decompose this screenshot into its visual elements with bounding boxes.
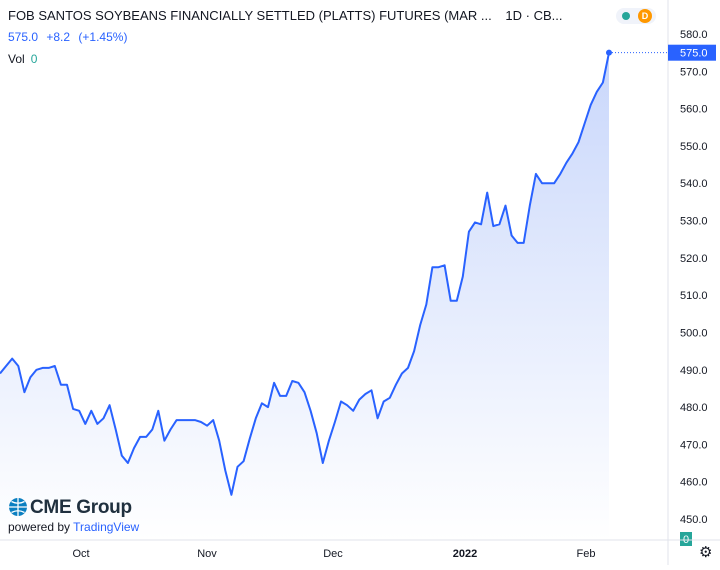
y-tick-label: 530.0	[680, 216, 708, 228]
y-tick-label: 460.0	[680, 477, 708, 489]
symbol-title[interactable]: FOB SANTOS SOYBEANS FINANCIALLY SETTLED …	[8, 8, 492, 23]
exchange-label[interactable]: CB...	[533, 8, 563, 23]
powered-by-text: powered by	[8, 520, 71, 534]
price-change-percent: (+1.45%)	[78, 30, 128, 44]
x-tick-label: Dec	[323, 548, 343, 560]
volume-legend: Vol 0	[8, 52, 37, 66]
chart-legend: FOB SANTOS SOYBEANS FINANCIALLY SETTLED …	[8, 8, 562, 23]
y-tick-label: 480.0	[680, 402, 708, 414]
logo-text: CME Group	[30, 497, 132, 518]
y-tick-label: 560.0	[680, 104, 708, 116]
y-tick-label: 580.0	[680, 29, 708, 41]
x-tick-label: Oct	[72, 548, 89, 560]
y-tick-label: 500.0	[680, 328, 708, 340]
branding-logo[interactable]: CME Group powered by TradingView	[8, 497, 139, 534]
x-tick-label: 2022	[453, 548, 477, 560]
x-tick-label: Feb	[577, 548, 596, 560]
price-change: +8.2	[46, 30, 71, 44]
timeframe-label[interactable]: 1D	[505, 8, 522, 23]
status-badges[interactable]: D	[616, 8, 656, 24]
y-tick-label: 490.0	[680, 365, 708, 377]
cme-globe-icon	[9, 498, 27, 516]
y-tick-label: 550.0	[680, 141, 708, 153]
last-value: 575.0	[8, 30, 39, 44]
quote-line: 575.0 +8.2 (+1.45%)	[8, 30, 132, 44]
price-line	[0, 52, 610, 496]
market-status-icon	[622, 12, 630, 20]
y-tick-label: 520.0	[680, 253, 708, 265]
separator-dot: ·	[525, 8, 534, 23]
y-tick-label: 470.0	[680, 439, 708, 451]
cme-logo: CME Group	[8, 497, 139, 519]
y-tick-label: 510.0	[680, 290, 708, 302]
tradingview-link[interactable]: TradingView	[73, 520, 140, 534]
y-tick-label: 450.0	[680, 514, 708, 526]
last-price-dot	[606, 49, 612, 56]
volume-axis-label-bg	[680, 532, 692, 546]
powered-by: powered by TradingView	[8, 520, 139, 534]
x-tick-label: Nov	[197, 548, 217, 560]
last-price-label: 575.0	[680, 48, 708, 60]
delayed-data-badge[interactable]: D	[638, 9, 652, 23]
y-tick-label: 570.0	[680, 66, 708, 78]
price-area-fill	[0, 52, 609, 540]
last-price-label-bg	[668, 44, 716, 61]
volume-value: 0	[30, 52, 38, 66]
settings-gear-icon[interactable]: ⚙	[699, 544, 713, 561]
y-tick-label: 540.0	[680, 178, 708, 190]
volume-label: Vol	[8, 52, 25, 66]
